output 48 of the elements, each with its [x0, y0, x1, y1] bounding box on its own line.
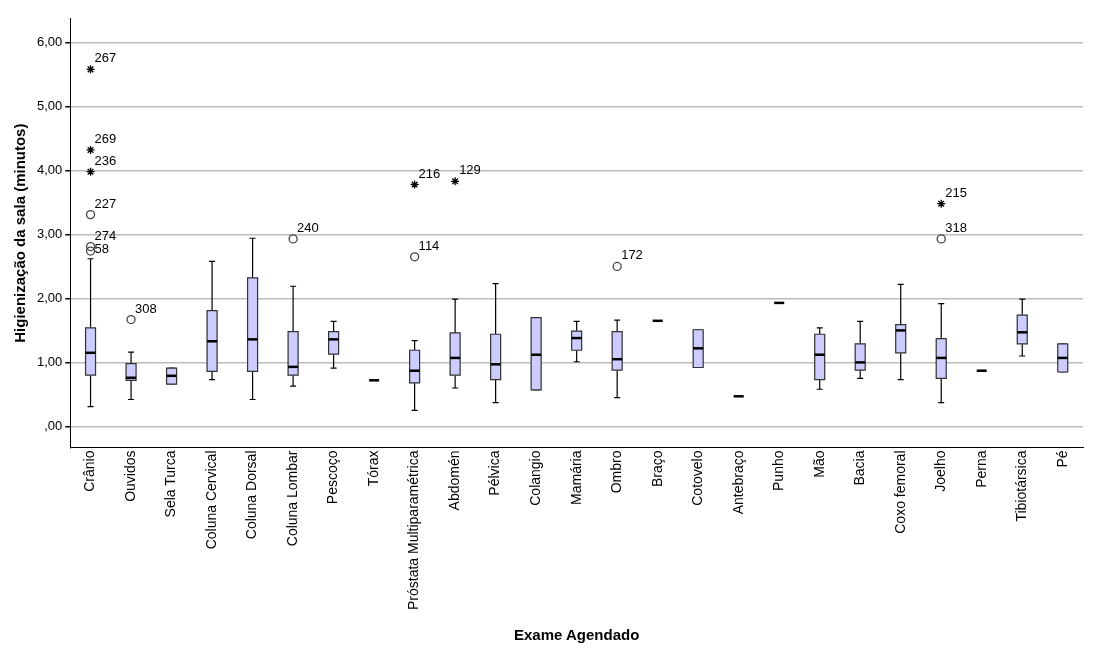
annotation: 308 — [135, 300, 157, 316]
x-tick-label: Crânio — [81, 450, 98, 492]
x-tick-label: Colangio — [527, 450, 543, 506]
annotation: 274 — [94, 227, 117, 243]
y-tick-label: 5,00 — [36, 98, 63, 114]
y-tick-label: 3,00 — [36, 226, 63, 242]
x-tick-label: Tórax — [364, 450, 381, 487]
annotation: 216 — [418, 165, 441, 181]
x-tick-label: Coluna Dorsal — [243, 450, 260, 540]
y-tick-label: 1,00 — [36, 353, 63, 369]
x-tick-label: Coluna Cervical — [202, 450, 219, 550]
x-tick-label: Sela Turca — [162, 450, 179, 518]
y-axis-title: Higienização da sala (minutos) — [11, 123, 29, 343]
annotation: 269 — [94, 131, 117, 147]
x-tick-label: Mamária — [567, 450, 584, 505]
annotation: 236 — [94, 152, 117, 168]
y-tick-label: 2,00 — [36, 289, 63, 305]
annotation: 129 — [459, 162, 481, 178]
annotation: 240 — [297, 219, 319, 235]
x-axis-title: Exame Agendado — [513, 626, 640, 644]
x-tick-label: Pescoço — [324, 450, 341, 505]
annotation: 114 — [418, 237, 440, 253]
annotation: 318 — [945, 219, 967, 235]
x-tick-label: Cotovelo — [689, 450, 706, 506]
annotation: 58 — [94, 240, 110, 256]
annotation: 267 — [94, 50, 117, 66]
x-tick-label: Pé — [1053, 450, 1070, 468]
x-tick-label: Antebraço — [729, 450, 746, 515]
x-tick-label: Coxo femoral — [891, 450, 908, 534]
x-tick-label: Ouvidos — [121, 450, 138, 502]
y-tick-label: 4,00 — [36, 162, 63, 178]
annotation: 227 — [94, 195, 117, 211]
x-tick-label: Próstata Multiparamétrica — [405, 450, 422, 611]
x-tick-label: Mão — [810, 450, 827, 478]
x-tick-label: Tibiotársica — [1013, 450, 1030, 522]
x-tick-label: Abdomén — [445, 450, 462, 511]
annotation: 215 — [945, 184, 967, 200]
x-tick-label: Perna — [972, 450, 989, 488]
x-tick-label: Ombro — [608, 450, 625, 494]
x-tick-label: Joelho — [932, 450, 949, 492]
x-tick-label: Pélvica — [486, 450, 503, 496]
x-tick-label: Coluna Lombar — [283, 450, 300, 547]
y-tick-label: ,00 — [44, 417, 63, 433]
x-tick-label: Bacia — [851, 450, 868, 486]
annotation: 172 — [621, 247, 643, 263]
x-tick-label: Braço — [648, 450, 665, 488]
x-tick-label: Punho — [770, 450, 787, 491]
y-tick-label: 6,00 — [36, 34, 63, 50]
